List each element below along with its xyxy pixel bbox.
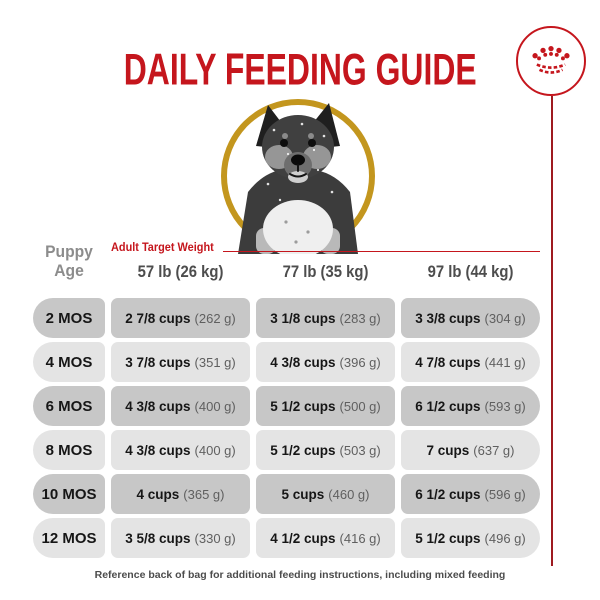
age-column-header: Puppy Age <box>36 242 102 282</box>
feeding-cell: 5 1/2 cups (500 g) <box>256 386 395 426</box>
feeding-cell: 6 1/2 cups (593 g) <box>401 386 540 426</box>
cups-amount: 4 3/8 cups <box>125 442 191 458</box>
grams-amount: (400 g) <box>194 398 236 414</box>
grams-amount: (441 g) <box>484 354 526 370</box>
age-cell: 8 MOS <box>33 430 105 470</box>
weight-column-header-3: 97 lb (44 kg) <box>427 263 514 281</box>
cups-amount: 3 5/8 cups <box>125 530 191 546</box>
age-cell: 6 MOS <box>33 386 105 426</box>
grams-amount: (400 g) <box>194 442 236 458</box>
grams-amount: (593 g) <box>484 398 526 414</box>
cups-amount: 5 1/2 cups <box>415 530 481 546</box>
feeding-cell: 4 3/8 cups (400 g) <box>111 386 250 426</box>
grams-amount: (365 g) <box>183 486 225 502</box>
weight-column-header-1: 57 lb (26 kg) <box>137 263 224 281</box>
feeding-cell: 5 1/2 cups (496 g) <box>401 518 540 558</box>
target-weight-rule <box>223 250 540 252</box>
grams-amount: (637 g) <box>473 442 515 458</box>
cups-amount: 5 1/2 cups <box>270 398 336 414</box>
feeding-cell: 4 3/8 cups (396 g) <box>256 342 395 382</box>
grams-amount: (416 g) <box>339 530 381 546</box>
cups-amount: 6 1/2 cups <box>415 486 481 502</box>
feeding-cell: 4 3/8 cups (400 g) <box>111 430 250 470</box>
cups-amount: 4 7/8 cups <box>415 354 481 370</box>
age-header-line1: Puppy <box>45 242 93 261</box>
age-cell: 12 MOS <box>33 518 105 558</box>
feeding-cell: 4 7/8 cups (441 g) <box>401 342 540 382</box>
cups-amount: 4 3/8 cups <box>270 354 336 370</box>
feeding-cell: 3 1/8 cups (283 g) <box>256 298 395 338</box>
grams-amount: (351 g) <box>194 354 236 370</box>
grams-amount: (460 g) <box>328 486 370 502</box>
grams-amount: (304 g) <box>484 310 526 326</box>
feeding-cell: 6 1/2 cups (596 g) <box>401 474 540 514</box>
grams-amount: (503 g) <box>339 442 381 458</box>
feeding-cell: 7 cups (637 g) <box>401 430 540 470</box>
feeding-cell: 5 cups (460 g) <box>256 474 395 514</box>
brand-logo <box>516 26 586 96</box>
age-cell: 10 MOS <box>33 474 105 514</box>
cups-amount: 2 7/8 cups <box>125 310 191 326</box>
cups-amount: 7 cups <box>426 442 470 458</box>
feeding-cell: 3 5/8 cups (330 g) <box>111 518 250 558</box>
cups-amount: 5 1/2 cups <box>270 442 336 458</box>
weight-column-header-2: 77 lb (35 kg) <box>282 263 369 281</box>
feeding-cell: 3 3/8 cups (304 g) <box>401 298 540 338</box>
grams-amount: (500 g) <box>339 398 381 414</box>
grams-amount: (596 g) <box>484 486 526 502</box>
cups-amount: 5 cups <box>281 486 325 502</box>
puppy-photo <box>238 103 358 254</box>
cups-amount: 4 1/2 cups <box>270 530 336 546</box>
footer-note: Reference back of bag for additional fee… <box>94 569 506 581</box>
feeding-cell: 4 cups (365 g) <box>111 474 250 514</box>
cups-amount: 6 1/2 cups <box>415 398 481 414</box>
cups-amount: 3 3/8 cups <box>415 310 481 326</box>
page-title-wrap: DAILY FEEDING GUIDE <box>0 44 600 95</box>
brand-stem-line <box>551 96 553 566</box>
age-cell: 2 MOS <box>33 298 105 338</box>
feeding-cell: 2 7/8 cups (262 g) <box>111 298 250 338</box>
grams-amount: (283 g) <box>339 310 381 326</box>
cups-amount: 3 1/8 cups <box>270 310 336 326</box>
grams-amount: (330 g) <box>194 530 236 546</box>
feeding-cell: 4 1/2 cups (416 g) <box>256 518 395 558</box>
grams-amount: (262 g) <box>194 310 236 326</box>
royal-canin-crown-icon <box>532 45 570 74</box>
grams-amount: (496 g) <box>484 530 526 546</box>
feeding-cell: 3 7/8 cups (351 g) <box>111 342 250 382</box>
feeding-cell: 5 1/2 cups (503 g) <box>256 430 395 470</box>
cups-amount: 3 7/8 cups <box>125 354 191 370</box>
page-title: DAILY FEEDING GUIDE <box>123 44 477 95</box>
cups-amount: 4 3/8 cups <box>125 398 191 414</box>
grams-amount: (396 g) <box>339 354 381 370</box>
age-header-line2: Age <box>54 261 84 280</box>
table-header: Puppy Age Adult Target Weight 57 lb (26 … <box>33 238 540 282</box>
target-weight-label: Adult Target Weight <box>111 242 214 254</box>
cups-amount: 4 cups <box>136 486 180 502</box>
target-weight-row: Adult Target Weight <box>111 238 540 254</box>
feeding-table: 2 MOS 2 7/8 cups (262 g) 3 1/8 cups (283 g… <box>33 298 540 558</box>
age-cell: 4 MOS <box>33 342 105 382</box>
